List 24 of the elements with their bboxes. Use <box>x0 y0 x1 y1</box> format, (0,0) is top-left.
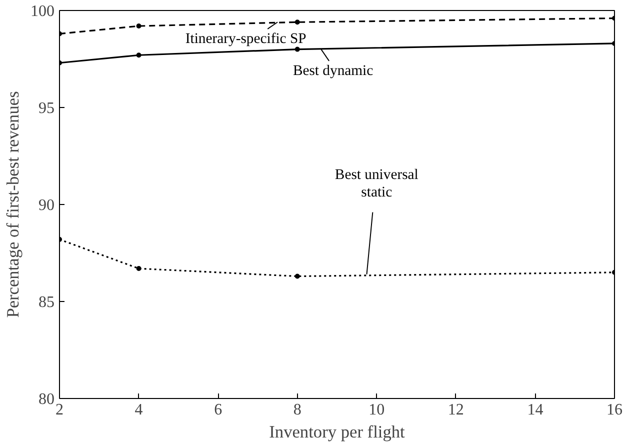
point <box>136 266 142 272</box>
x-tick-label: 16 <box>606 402 622 418</box>
annotation: Best dynamic <box>292 62 374 79</box>
point <box>294 20 300 25</box>
y-tick-label: 100 <box>30 3 54 20</box>
point <box>136 24 142 29</box>
annotation: Best universal static <box>334 167 418 201</box>
annotation: Itinerary-specific SP <box>185 30 306 47</box>
y-tick-label: 80 <box>38 391 54 408</box>
x-tick-label: 8 <box>293 402 302 418</box>
x-tick-label: 14 <box>527 402 544 418</box>
y-tick-label: 95 <box>38 100 54 117</box>
y-axis-title: Percentage of first-best revenues <box>4 90 22 318</box>
point <box>294 46 300 52</box>
x-tick-label: 12 <box>448 402 464 418</box>
x-tick-label: 2 <box>56 402 64 418</box>
y-tick-label: 90 <box>38 197 54 214</box>
x-tick-label: 6 <box>214 402 222 418</box>
y-tick-label: 85 <box>38 294 54 311</box>
x-axis-title: Inventory per flight <box>269 422 406 442</box>
x-tick-label: 10 <box>368 402 385 418</box>
point <box>136 52 142 58</box>
point <box>294 274 300 279</box>
x-tick-label: 4 <box>134 402 143 418</box>
